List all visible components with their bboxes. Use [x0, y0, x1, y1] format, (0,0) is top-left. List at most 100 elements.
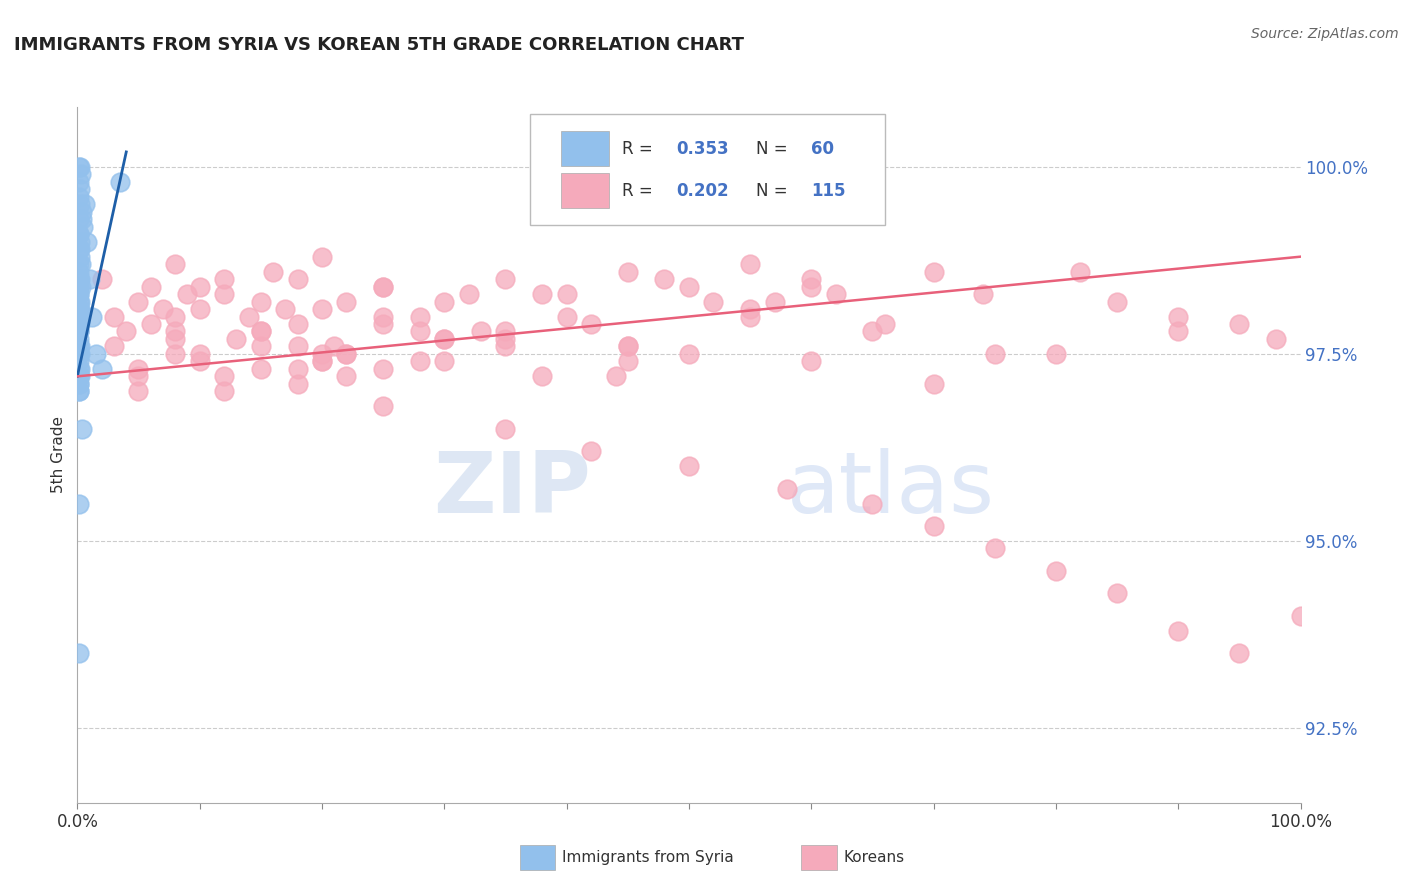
Point	[702, 294, 724, 309]
Point	[287, 362, 309, 376]
Point	[678, 279, 700, 293]
Point	[69, 235, 91, 249]
Point	[262, 265, 284, 279]
Point	[287, 376, 309, 391]
Point	[103, 310, 125, 324]
Point	[188, 354, 211, 368]
Point	[287, 339, 309, 353]
Point	[67, 175, 90, 189]
Text: N =: N =	[756, 182, 793, 200]
Point	[862, 325, 884, 339]
Point	[1289, 608, 1312, 623]
Point	[1107, 586, 1129, 600]
Point	[495, 325, 517, 339]
Point	[311, 250, 333, 264]
Point	[250, 339, 273, 353]
Point	[69, 317, 91, 331]
Point	[90, 362, 112, 376]
Point	[69, 250, 91, 264]
Point	[922, 265, 945, 279]
FancyBboxPatch shape	[530, 114, 884, 226]
Point	[250, 294, 273, 309]
Point	[335, 369, 357, 384]
Text: 115: 115	[811, 182, 846, 200]
Point	[188, 347, 211, 361]
Point	[76, 235, 98, 249]
Point	[69, 369, 91, 384]
Point	[67, 257, 90, 271]
Point	[67, 325, 90, 339]
Point	[495, 272, 517, 286]
Point	[212, 272, 235, 286]
Point	[800, 272, 823, 286]
Point	[531, 287, 554, 301]
Point	[433, 354, 456, 368]
Point	[165, 325, 187, 339]
Point	[67, 310, 90, 324]
Point	[1229, 317, 1251, 331]
Point	[67, 265, 90, 279]
Point	[433, 294, 456, 309]
Point	[69, 272, 91, 286]
Point	[69, 339, 91, 353]
Point	[165, 257, 187, 271]
Text: 0.353: 0.353	[676, 140, 730, 158]
Point	[531, 369, 554, 384]
Point	[67, 287, 90, 301]
Point	[69, 160, 91, 174]
Point	[311, 301, 333, 316]
Text: R =: R =	[621, 140, 658, 158]
Point	[67, 190, 90, 204]
Text: R =: R =	[621, 182, 658, 200]
Point	[654, 272, 676, 286]
Point	[457, 287, 479, 301]
Point	[972, 287, 994, 301]
Point	[250, 362, 273, 376]
Point	[72, 219, 94, 234]
Point	[67, 384, 90, 399]
Point	[617, 354, 640, 368]
Point	[495, 332, 517, 346]
Point	[67, 317, 90, 331]
Text: IMMIGRANTS FROM SYRIA VS KOREAN 5TH GRADE CORRELATION CHART: IMMIGRANTS FROM SYRIA VS KOREAN 5TH GRAD…	[14, 36, 744, 54]
Point	[1107, 294, 1129, 309]
Bar	[561, 131, 609, 166]
Point	[740, 310, 762, 324]
Point	[323, 339, 346, 353]
Point	[67, 497, 90, 511]
Point	[69, 242, 91, 256]
Point	[678, 347, 700, 361]
Point	[70, 257, 93, 271]
Point	[287, 272, 309, 286]
Point	[67, 242, 90, 256]
Point	[67, 376, 90, 391]
Point	[67, 384, 90, 399]
Point	[70, 279, 93, 293]
Point	[371, 317, 394, 331]
Point	[371, 310, 394, 324]
Point	[176, 287, 198, 301]
Text: atlas: atlas	[787, 448, 995, 532]
Point	[67, 160, 90, 174]
Point	[139, 279, 162, 293]
Point	[371, 362, 394, 376]
Point	[69, 182, 91, 196]
Point	[579, 317, 602, 331]
Point	[238, 310, 260, 324]
Point	[335, 347, 357, 361]
Point	[165, 310, 187, 324]
Point	[371, 279, 394, 293]
Point	[70, 212, 93, 227]
Point	[873, 317, 896, 331]
Point	[67, 279, 90, 293]
Point	[67, 646, 90, 660]
Point	[67, 325, 90, 339]
Point	[84, 347, 107, 361]
Point	[984, 347, 1007, 361]
Text: 0.202: 0.202	[676, 182, 730, 200]
Point	[67, 227, 90, 242]
Point	[470, 325, 492, 339]
Point	[67, 347, 90, 361]
Point	[922, 519, 945, 533]
Point	[188, 279, 211, 293]
